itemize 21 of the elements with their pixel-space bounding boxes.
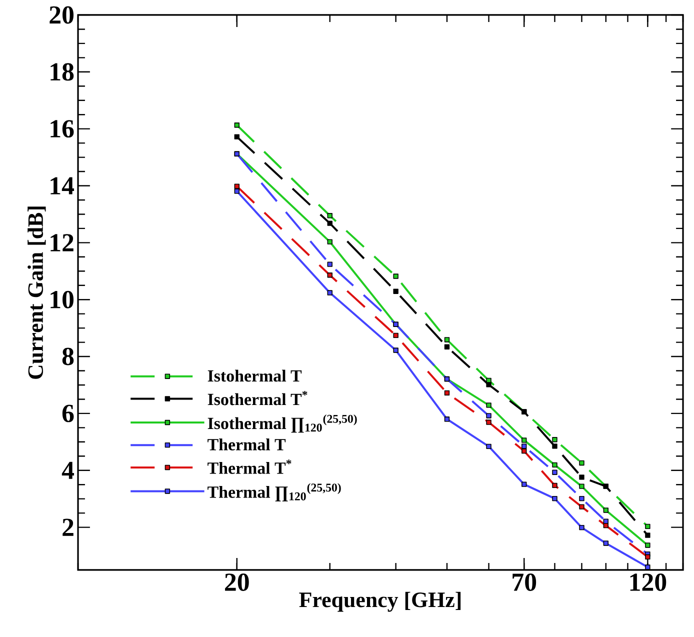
y-tick-label: 10 xyxy=(50,290,74,308)
legend-label: Isothermal ∏$_{120}$(25,50) xyxy=(208,414,357,433)
y-tick-label: 6 xyxy=(62,404,74,422)
y-tick-label: 20 xyxy=(50,6,74,24)
legend-label: Thermal T$^{*}$ xyxy=(208,460,292,474)
y-axis-title: Current Gain [dB] xyxy=(28,206,46,379)
x-tick-label: 120 xyxy=(630,573,666,591)
y-tick-label: 14 xyxy=(50,177,74,194)
y-tick-label: 8 xyxy=(62,348,74,366)
legend-label: Thermal ∏$_{120}$(25,50) xyxy=(208,483,341,502)
y-tick-label: 16 xyxy=(50,120,74,138)
legend-label: Istohermal T xyxy=(208,370,302,382)
y-tick-label: 12 xyxy=(50,234,74,252)
legend-label: Thermal T xyxy=(208,438,286,450)
x-tick-label: 70 xyxy=(512,573,536,591)
y-tick-label: 18 xyxy=(50,63,74,81)
x-axis-title: Frequency [GHz] xyxy=(299,592,461,612)
y-tick-label: 2 xyxy=(62,518,74,536)
y-tick-label: 4 xyxy=(62,462,74,479)
x-tick-label: 20 xyxy=(225,573,249,591)
legend-label: Isothermal T$^{*}$ xyxy=(208,390,308,406)
